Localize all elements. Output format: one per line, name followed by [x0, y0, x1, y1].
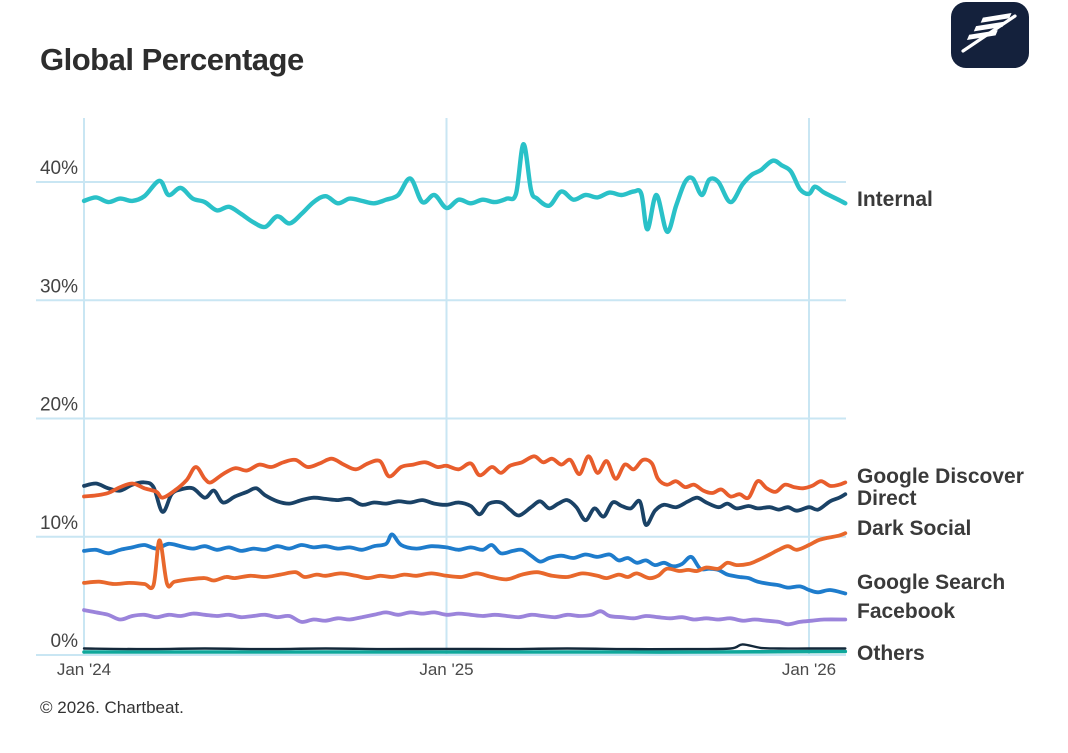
y-tick-label: 10% [40, 513, 78, 534]
series-line-others-secondary [82, 643, 847, 651]
series-line-facebook [82, 608, 848, 627]
x-tick-label: Jan '26 [782, 660, 836, 679]
footer-copyright: © 2026. Chartbeat. [40, 698, 184, 717]
chartbeat-flag-icon [961, 13, 1017, 53]
x-tick-label: Jan '25 [419, 660, 473, 679]
series-line-google-discover [82, 454, 848, 501]
series-label-others: Others [857, 641, 925, 665]
series-line-dark-social [82, 531, 848, 591]
y-tick-label: 30% [40, 276, 78, 297]
series-line-google-search [82, 532, 848, 596]
chartbeat-logo [951, 2, 1029, 68]
x-tick-label: Jan '24 [57, 660, 111, 679]
series-label-google-discover: Google Discover [857, 464, 1024, 488]
series-line-internal [81, 141, 848, 234]
y-tick-label: 0% [51, 631, 79, 652]
y-tick-label: 20% [40, 395, 78, 416]
y-tick-label: 40% [40, 158, 78, 179]
series-label-internal: Internal [857, 187, 933, 211]
series-label-google-search: Google Search [857, 570, 1006, 594]
series-label-facebook: Facebook [857, 599, 956, 623]
series-label-direct: Direct [857, 486, 917, 510]
series-label-dark-social: Dark Social [857, 516, 972, 540]
page-title: Global Percentage [40, 42, 304, 77]
series-line-others [82, 649, 848, 654]
series-line-direct [82, 480, 848, 527]
